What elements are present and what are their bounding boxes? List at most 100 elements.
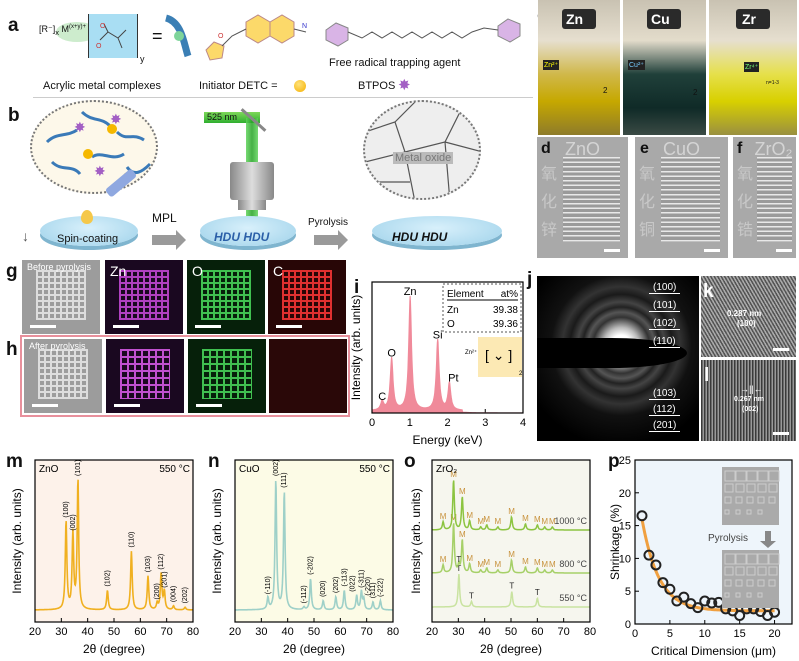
x-tick-label: 70 [558, 626, 570, 638]
plot-frame [34, 459, 194, 623]
table-cell: 39.38 [493, 305, 518, 316]
formula-sub-x: x [55, 27, 60, 37]
x-tick-label: 40 [479, 626, 491, 638]
table-cell: 39.36 [493, 319, 518, 330]
panel-label-a: a [8, 15, 19, 36]
inset-sub: 2 [519, 371, 523, 377]
temperature-label: 550 °C [159, 464, 190, 475]
vial-metal-zn: Zn [566, 11, 584, 27]
sem-title: CuO [662, 139, 700, 159]
spin-arrow-icon: ↓ [22, 228, 29, 244]
inset-square [768, 553, 780, 565]
table-header: at% [501, 289, 518, 300]
svg-text:N: N [302, 23, 307, 30]
peak-label: (020) [320, 581, 327, 597]
xrd-series [432, 480, 590, 531]
inset-square [757, 592, 763, 598]
x-tick-label: 40 [282, 626, 294, 638]
data-point [657, 577, 669, 589]
panel-label-l: l [704, 365, 710, 386]
x-axis-label: 2θ (degree) [83, 642, 145, 656]
peak-label: (101) [75, 460, 82, 476]
inset-square [757, 483, 767, 493]
phase-label: M [534, 558, 541, 567]
x-tick-label: 50 [308, 626, 320, 638]
peak-label: (202) [182, 587, 189, 603]
inset-square [746, 470, 758, 482]
phase-label: M [440, 512, 447, 521]
phase-label: M [508, 550, 515, 559]
map-zn-after [106, 339, 184, 413]
phase-label: M [494, 560, 501, 569]
inset-square [746, 496, 754, 504]
sem-title: ZnO [564, 139, 600, 159]
arrow-mpl [152, 230, 186, 250]
y-tick-label: 10 [619, 553, 631, 565]
map-zn-before: Zn [105, 260, 183, 334]
phase-label: M [494, 517, 501, 526]
objective-tip [238, 200, 266, 210]
peak-label: (004) [171, 586, 178, 602]
formula-ion: [R⁻] [39, 24, 56, 34]
acrylic-metal-complex-formula: [R⁻]x M(x+y)+ O O y [36, 10, 146, 65]
sem-label: After pyrolysis [29, 341, 86, 351]
panel-label-j: j [527, 269, 533, 290]
x-axis-label: 2θ (degree) [480, 642, 542, 656]
temperature-label: 1000 °C [554, 516, 587, 526]
caption-trapping-agent: Free radical trapping agent [329, 57, 461, 69]
inset-square [735, 566, 745, 576]
x-tick-label: 50 [505, 626, 517, 638]
map-element-label: Zn [110, 263, 127, 279]
xrd-series [432, 573, 590, 608]
inset-square [757, 579, 765, 587]
inset-square [735, 496, 743, 504]
peak-label: (100) [63, 501, 70, 517]
inset-square [735, 579, 743, 587]
phase-label: T [456, 564, 461, 573]
panel-label-e: e [640, 140, 649, 157]
x-tick-label: 4 [520, 417, 526, 429]
inset-square [735, 509, 741, 515]
inset-square [768, 470, 780, 482]
x-tick-label: 70 [361, 626, 373, 638]
substrate-printed [200, 216, 296, 246]
peak-label: (022) [350, 575, 357, 591]
inset-square [757, 553, 769, 565]
panel-label-i: i [354, 277, 360, 298]
inset-ion: Zn²⁺ [465, 349, 477, 356]
inset-square [768, 566, 778, 576]
vial-ion-cu: Cu²⁺ [628, 60, 645, 70]
peak-label: (202) [333, 577, 340, 593]
inset-square [746, 553, 758, 565]
laser-beam [204, 112, 260, 123]
x-tick-label: 20 [29, 626, 41, 638]
x-tick-label: 15 [734, 628, 746, 640]
vial-sub-cu: 2 [693, 88, 698, 97]
peak-label: (200) [154, 583, 161, 599]
sample-label: ZrO₂ [436, 464, 457, 475]
inset-square [735, 483, 745, 493]
panel-label-h: h [6, 339, 18, 360]
phase-label: T [456, 555, 461, 564]
plot-background [235, 460, 393, 622]
sem-cuo: CuO 氧化铜 [635, 137, 728, 258]
svg-text:O: O [218, 33, 224, 40]
inset-square [768, 483, 778, 493]
x-tick-label: 80 [187, 626, 199, 638]
btpos-star-icon: ✸ [398, 77, 411, 94]
inset-square [724, 592, 730, 598]
x-tick-label: 60 [531, 626, 543, 638]
map-o-before: O [187, 260, 265, 334]
x-tick-label: 60 [134, 626, 146, 638]
phase-label: M [541, 560, 548, 569]
y-axis-label: Intensity (arb. units) [409, 488, 423, 593]
zn-acrylate-inset [478, 337, 522, 377]
peak-label: (002) [273, 460, 280, 476]
laser-wavelength: 525 nm [207, 112, 238, 122]
peak-label: Pt [448, 373, 458, 385]
map-element-label: O [192, 263, 203, 279]
after-pyrolysis-frame [20, 335, 350, 417]
y-axis-label: Intensity (arb. units) [210, 488, 224, 593]
y-tick-label: 15 [619, 521, 631, 533]
x-tick-label: 5 [667, 628, 673, 640]
